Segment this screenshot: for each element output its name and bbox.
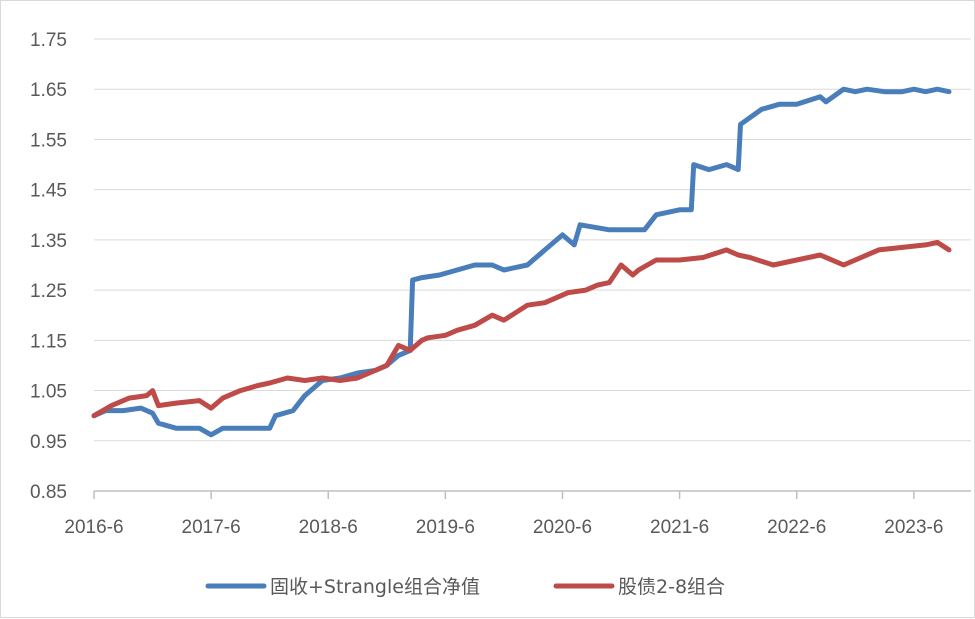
x-tick-label: 2021-6 [650, 517, 709, 538]
legend-label-1: 固收+Strangle组合净值 [270, 576, 480, 598]
x-tick-label: 2019-6 [416, 517, 475, 538]
y-tick-label: 0.95 [30, 432, 67, 453]
legend: 固收+Strangle组合净值 股债2-8组合 [205, 576, 725, 598]
series-lines [91, 86, 952, 438]
x-tick-label: 2023-6 [884, 517, 943, 538]
y-tick-label: 1.65 [30, 80, 67, 101]
y-tick-label: 1.25 [30, 281, 67, 302]
y-tick-label: 1.55 [30, 130, 67, 151]
gridlines [94, 38, 971, 442]
legend-label-2: 股债2-8组合 [618, 576, 725, 598]
x-tick-label: 2018-6 [299, 517, 358, 538]
x-tick-label: 2022-6 [767, 517, 826, 538]
x-tick-label: 2020-6 [533, 517, 592, 538]
x-tick-label: 2016-6 [64, 517, 123, 538]
series-line-1 [91, 86, 952, 438]
y-tick-label: 1.15 [30, 331, 67, 352]
y-tick-label: 1.45 [30, 181, 67, 202]
y-tick-label: 0.85 [30, 482, 67, 503]
y-tick-label: 1.75 [30, 30, 67, 51]
y-tick-label: 1.35 [30, 231, 67, 252]
series-line-2 [91, 239, 952, 419]
y-axis-ticks: 0.85 0.95 1.05 1.15 1.25 1.35 1.45 1.55 1.65 1.75 [30, 30, 67, 503]
y-tick-label: 1.05 [30, 382, 67, 403]
x-axis: 2016-6 2017-6 2018-6 2019-6 2020-6 2021-6 2022… [64, 490, 971, 538]
x-tick-label: 2017-6 [182, 517, 241, 538]
